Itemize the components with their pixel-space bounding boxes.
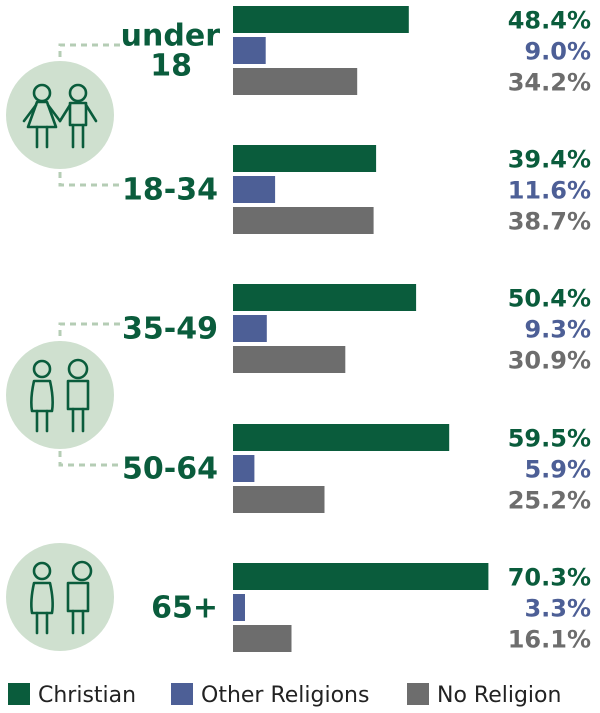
legend-label-christian: Christian xyxy=(38,683,136,708)
legend-label-other-religions: Other Religions xyxy=(201,683,369,708)
bar-other-religions-0 xyxy=(233,37,266,64)
children-icon xyxy=(22,83,98,149)
category-label-1-0: 18-34 xyxy=(122,173,218,208)
bar-christian-2 xyxy=(233,284,417,311)
value-label-other-religions-3: 5.9% xyxy=(524,456,591,484)
bar-christian-1 xyxy=(233,145,377,172)
category-label-3-0: 50-64 xyxy=(122,452,218,487)
value-label-christian-0: 48.4% xyxy=(508,7,591,35)
bar-other-religions-2 xyxy=(233,315,267,342)
category-label-0-0: under xyxy=(121,19,221,54)
adults-icon-background xyxy=(6,341,114,449)
adults-icon xyxy=(30,358,90,433)
bar-christian-0 xyxy=(233,6,409,33)
bar-no-religion-0 xyxy=(233,68,358,95)
bar-other-religions-3 xyxy=(233,455,255,482)
value-label-other-religions-0: 9.0% xyxy=(524,38,591,66)
connector-35to49-50to64 xyxy=(58,322,120,467)
bar-other-religions-1 xyxy=(233,176,276,203)
value-label-christian-1: 39.4% xyxy=(508,146,591,174)
value-label-other-religions-2: 9.3% xyxy=(524,316,591,344)
bar-other-religions-4 xyxy=(233,594,245,621)
seniors-icon-background xyxy=(6,543,114,651)
bar-christian-3 xyxy=(233,424,450,451)
bar-christian-4 xyxy=(233,563,489,590)
bar-no-religion-2 xyxy=(233,346,346,373)
legend-label-no-religion: No Religion xyxy=(437,683,561,708)
value-label-other-religions-4: 3.3% xyxy=(524,595,591,623)
children-icon-background xyxy=(6,61,114,169)
bar-no-religion-4 xyxy=(233,625,292,652)
bar-no-religion-1 xyxy=(233,207,374,234)
value-label-christian-3: 59.5% xyxy=(508,425,591,453)
value-label-christian-2: 50.4% xyxy=(508,285,591,313)
value-label-no-religion-3: 25.2% xyxy=(508,487,591,515)
seniors-icon xyxy=(30,560,93,635)
value-label-no-religion-0: 34.2% xyxy=(508,69,591,97)
legend-swatch-other-religions xyxy=(171,683,193,705)
value-label-no-religion-1: 38.7% xyxy=(508,208,591,236)
value-label-no-religion-4: 16.1% xyxy=(508,626,591,654)
legend-swatch-christian xyxy=(8,683,30,705)
legend-swatch-no-religion xyxy=(407,683,429,705)
value-label-no-religion-2: 30.9% xyxy=(508,347,591,375)
value-label-christian-4: 70.3% xyxy=(508,564,591,592)
category-label-0-1: 18 xyxy=(150,49,192,84)
value-label-other-religions-1: 11.6% xyxy=(508,177,591,205)
category-label-2-0: 35-49 xyxy=(122,312,218,347)
category-label-4-0: 65+ xyxy=(151,591,218,626)
bar-no-religion-3 xyxy=(233,486,325,513)
